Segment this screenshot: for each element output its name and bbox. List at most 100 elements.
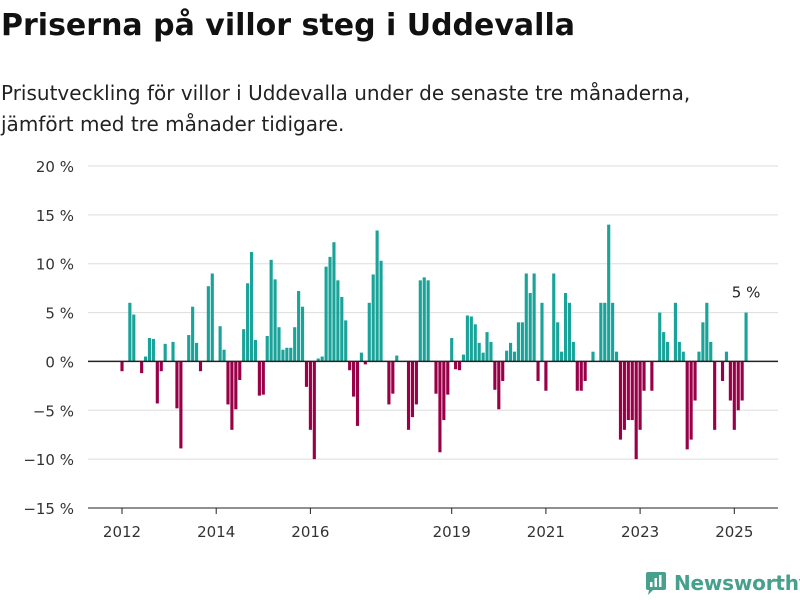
x-tick-label: 2025 <box>715 523 753 540</box>
y-tick-label: −10 % <box>23 451 74 469</box>
bar <box>438 361 442 453</box>
y-tick-label: 5 % <box>45 305 74 323</box>
y-tick-label: −15 % <box>23 500 74 518</box>
bar <box>575 361 579 391</box>
bar <box>273 279 277 362</box>
bar <box>579 361 583 391</box>
bar <box>693 361 697 401</box>
bar <box>560 351 564 362</box>
bar <box>607 224 611 362</box>
bar <box>713 361 717 430</box>
bar <box>155 361 159 404</box>
bar <box>662 332 666 362</box>
bar <box>681 351 685 362</box>
bar <box>720 361 725 381</box>
chart-subtitle-line-1: Prisutveckling för villor i Uddevalla un… <box>1 81 691 105</box>
bar <box>128 302 132 362</box>
bar <box>253 339 258 362</box>
bar <box>261 361 265 395</box>
bar <box>359 352 363 362</box>
bar <box>289 347 293 362</box>
bar <box>642 361 646 391</box>
bar <box>300 306 305 362</box>
bar <box>516 322 520 362</box>
bar <box>465 315 469 362</box>
bar <box>140 361 144 374</box>
chart-subtitle-line-2: jämfört med tre månader tidigare. <box>1 112 345 136</box>
bar <box>206 286 210 362</box>
bar <box>740 361 744 401</box>
bar <box>316 358 320 362</box>
bar <box>257 361 261 396</box>
bar <box>222 349 226 362</box>
bar <box>728 361 732 401</box>
bar <box>454 361 458 370</box>
bar <box>512 351 517 362</box>
bars <box>120 224 748 460</box>
bar <box>246 283 250 362</box>
bar <box>367 302 371 362</box>
bar <box>132 314 136 362</box>
bar <box>732 361 736 430</box>
bar <box>281 349 285 362</box>
bar <box>218 326 222 362</box>
bar <box>293 327 297 362</box>
bar <box>238 361 242 380</box>
bar <box>497 361 501 410</box>
x-tick-label: 2016 <box>291 523 329 540</box>
chart-subtitle: Prisutveckling för villor i Uddevalla un… <box>1 78 791 140</box>
bar <box>163 343 167 362</box>
bar <box>249 251 254 362</box>
bar <box>434 361 438 394</box>
bar <box>666 341 670 362</box>
bar <box>630 361 634 421</box>
bar <box>147 337 152 362</box>
bar <box>689 361 693 440</box>
bar <box>618 361 623 440</box>
bar <box>324 266 328 362</box>
bar <box>552 273 556 362</box>
bar <box>709 341 713 362</box>
bar <box>395 355 399 362</box>
bar <box>312 361 316 460</box>
bar <box>583 361 587 381</box>
y-axis-tick-labels: 20 % 15 % 10 % 5 % 0 % −5 % −10 % −15 % <box>23 158 74 518</box>
bar <box>120 361 124 372</box>
bar <box>285 347 289 362</box>
bar <box>528 293 532 362</box>
bar <box>265 336 269 362</box>
chart-title: Priserna på villor steg i Uddevalla <box>1 8 575 43</box>
bar <box>379 260 383 362</box>
bar <box>677 341 681 362</box>
bar <box>501 361 505 381</box>
bar <box>198 361 203 372</box>
bar <box>355 361 360 426</box>
bar <box>328 256 332 362</box>
bar <box>320 356 324 362</box>
bar <box>269 259 273 362</box>
x-tick-label: 2014 <box>197 523 235 540</box>
bar <box>336 280 340 362</box>
bar <box>191 306 195 362</box>
bar <box>485 332 489 362</box>
bar <box>469 316 473 362</box>
x-tick-label: 2023 <box>621 523 659 540</box>
bar <box>195 342 199 362</box>
bar <box>622 361 626 430</box>
bar <box>422 277 426 362</box>
bar <box>673 302 677 362</box>
bar <box>736 361 740 411</box>
bar <box>505 350 509 362</box>
bar <box>634 361 638 460</box>
bar <box>175 361 179 409</box>
bar <box>446 361 450 395</box>
bar <box>210 273 214 362</box>
x-axis: 2012 2014 2016 2019 2021 2023 2025 <box>88 507 778 540</box>
bar <box>277 327 281 362</box>
bar <box>481 352 485 362</box>
bar <box>563 293 568 362</box>
bar <box>187 335 191 362</box>
bar <box>536 361 540 381</box>
bar <box>371 274 375 362</box>
bar <box>626 361 630 421</box>
